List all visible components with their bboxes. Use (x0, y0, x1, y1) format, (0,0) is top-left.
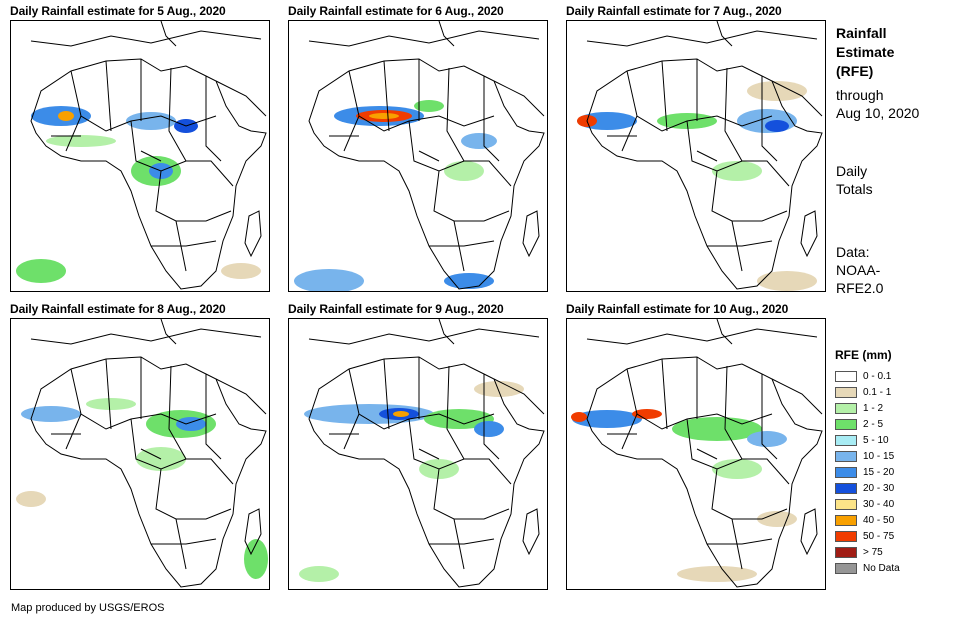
legend-label: 40 - 50 (863, 514, 895, 526)
legend-swatch (835, 530, 857, 542)
data-line: NOAA- (836, 262, 881, 278)
legend-item: > 75 (835, 544, 900, 560)
sidebar-data-source: Data: NOAA- RFE2.0 (836, 243, 883, 297)
totals-line: Totals (836, 181, 873, 197)
legend-label: 1 - 2 (863, 402, 884, 414)
sidebar-through: through Aug 10, 2020 (836, 86, 919, 122)
title-line: Rainfall (836, 25, 887, 41)
legend-label: 0 - 0.1 (863, 370, 892, 382)
sidebar-totals: Daily Totals (836, 162, 873, 198)
legend-label: 10 - 15 (863, 450, 895, 462)
rainfall-panel-6-aug: Daily Rainfall estimate for 6 Aug., 2020 (288, 4, 548, 294)
panel-title: Daily Rainfall estimate for 10 Aug., 202… (566, 302, 789, 316)
legend-swatch (835, 514, 857, 526)
legend-title: RFE (mm) (835, 348, 892, 362)
rainfall-pattern (16, 398, 268, 579)
legend-swatch (835, 418, 857, 430)
legend-swatch (835, 386, 857, 398)
legend-item: No Data (835, 560, 900, 576)
legend-label: 5 - 10 (863, 434, 889, 446)
legend-item: 5 - 10 (835, 432, 900, 448)
legend-label: 2 - 5 (863, 418, 884, 430)
rainfall-pattern (299, 381, 524, 582)
panel-title: Daily Rainfall estimate for 6 Aug., 2020 (288, 4, 504, 18)
rainfall-pattern (16, 106, 261, 283)
legend-label: 0.1 - 1 (863, 386, 892, 398)
panel-title: Daily Rainfall estimate for 5 Aug., 2020 (10, 4, 226, 18)
legend-label: No Data (863, 562, 900, 574)
panel-title: Daily Rainfall estimate for 9 Aug., 2020 (288, 302, 504, 316)
legend: RFE (mm) 0 - 0.1 0.1 - 1 1 - 2 2 - 5 5 - 10 1… (835, 348, 900, 576)
through-date: Aug 10, 2020 (836, 105, 920, 121)
rainfall-pattern (294, 100, 497, 291)
credit-text: Map produced by USGS/EROS (11, 602, 165, 614)
rainfall-map (10, 20, 270, 292)
legend-swatch (835, 402, 857, 414)
rainfall-map (10, 318, 270, 590)
rainfall-panel-7-aug: Daily Rainfall estimate for 7 Aug., 2020 (566, 4, 826, 294)
legend-item: 30 - 40 (835, 496, 900, 512)
rainfall-panel-9-aug: Daily Rainfall estimate for 9 Aug., 2020 (288, 302, 548, 592)
legend-item: 2 - 5 (835, 416, 900, 432)
legend-swatch (835, 482, 857, 494)
rainfall-map (566, 318, 826, 590)
rainfall-pattern (571, 409, 797, 582)
data-line: RFE2.0 (836, 280, 884, 296)
legend-swatch (835, 450, 857, 462)
rainfall-panel-8-aug: Daily Rainfall estimate for 8 Aug., 2020 (10, 302, 270, 592)
title-line: Estimate (836, 44, 895, 60)
legend-label: 20 - 30 (863, 482, 895, 494)
legend-item: 15 - 20 (835, 464, 900, 480)
legend-item: 40 - 50 (835, 512, 900, 528)
legend-item: 1 - 2 (835, 400, 900, 416)
rainfall-map (288, 20, 548, 292)
legend-swatch (835, 498, 857, 510)
title-line: (RFE) (836, 63, 874, 79)
rainfall-map (288, 318, 548, 590)
panel-title: Daily Rainfall estimate for 8 Aug., 2020 (10, 302, 226, 316)
legend-item: 20 - 30 (835, 480, 900, 496)
rainfall-panel-5-aug: Daily Rainfall estimate for 5 Aug., 2020 (10, 4, 270, 294)
legend-item: 10 - 15 (835, 448, 900, 464)
legend-swatch (835, 546, 857, 558)
legend-swatch (835, 562, 857, 574)
legend-item: 0.1 - 1 (835, 384, 900, 400)
legend-swatch (835, 434, 857, 446)
rainfall-panel-10-aug: Daily Rainfall estimate for 10 Aug., 202… (566, 302, 826, 592)
legend-label: 15 - 20 (863, 466, 895, 478)
rainfall-map (566, 20, 826, 292)
legend-label: > 75 (863, 546, 883, 558)
legend-swatch (835, 466, 857, 478)
through-line: through (836, 87, 884, 103)
legend-item: 0 - 0.1 (835, 368, 900, 384)
panel-title: Daily Rainfall estimate for 7 Aug., 2020 (566, 4, 782, 18)
legend-label: 50 - 75 (863, 530, 895, 542)
totals-line: Daily (836, 163, 868, 179)
legend-label: 30 - 40 (863, 498, 895, 510)
legend-swatch (835, 370, 857, 382)
sidebar-title: Rainfall Estimate (RFE) (836, 24, 894, 81)
data-line: Data: (836, 244, 870, 260)
legend-item: 50 - 75 (835, 528, 900, 544)
